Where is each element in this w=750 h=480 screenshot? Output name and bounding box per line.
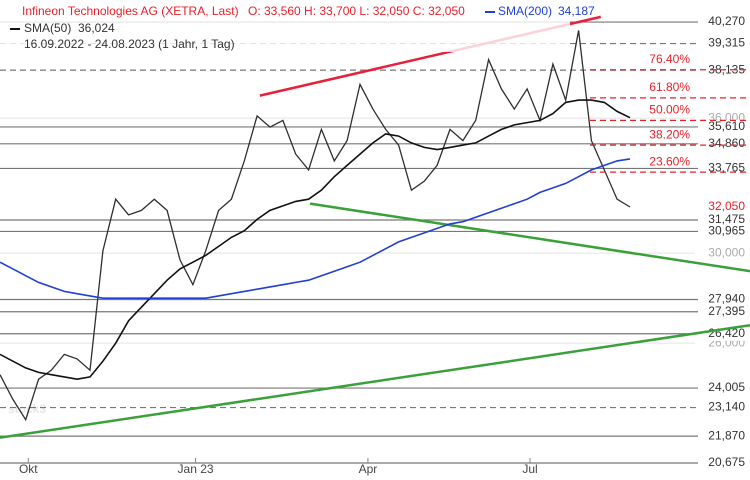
level-label-box [698,381,750,396]
level-label-box [698,304,750,319]
last-price-box [698,200,750,215]
trendline [309,202,750,273]
series-line [0,30,631,422]
level-label: 30,965 [708,224,745,238]
y-tick-label: 30,000 [708,245,745,259]
level-label-box [698,136,750,151]
legend-bg [0,0,570,52]
level-label-box [698,119,750,134]
trendline [0,323,750,439]
level-label: 39,315 [708,36,745,50]
x-tick-label: Jul [522,462,537,476]
legend-period: 16.09.2022 - 24.08.2023 (1 Jahr, 1 Tag) [24,37,235,51]
fib-label: 76.40% [649,52,690,66]
fib-label: 23.60% [649,154,690,168]
level-label: 21,870 [708,428,745,442]
level-label: 24,005 [708,380,745,394]
level-label-box [698,36,750,51]
legend-value: 34,187 [558,4,595,18]
legend-value: 36,024 [78,21,115,35]
series-line [0,158,631,299]
x-tick-label: Apr [359,462,378,476]
level-label: 31,475 [708,212,745,226]
level-label: 20,675 [708,455,745,469]
x-tick-label: Okt [19,462,38,476]
level-label-box [698,224,750,239]
legend-title: Infineon Technologies AG (XETRA, Last) [22,4,239,18]
level-label: 34,860 [708,136,745,150]
level-label: 27,395 [708,304,745,318]
level-label: 35,610 [708,119,745,133]
level-label-box [698,15,750,30]
fib-label: 38.20% [649,127,690,141]
last-price-label: 32,050 [708,199,745,213]
level-label-box [698,292,750,307]
series-line [0,99,631,381]
legend-entry: SMA(50) [24,21,71,35]
level-label: 27,940 [708,292,745,306]
level-label: 23,140 [708,400,745,414]
legend-entry: SMA(200) [498,4,552,18]
level-label-box [698,429,750,444]
level-label: 40,270 [708,14,745,28]
level-label: 38,135 [708,62,745,76]
fib-label: 50.00% [649,103,690,117]
level-label-box [698,400,750,415]
level-label-box [698,456,750,471]
level-label-box [698,212,750,227]
legend-ohlc: O: 33,560 H: 33,700 L: 32,050 C: 32,050 [248,4,465,18]
level-label: 33,765 [708,161,745,175]
fib-label: 61.80% [649,80,690,94]
x-tick-label: Jan 23 [178,462,214,476]
